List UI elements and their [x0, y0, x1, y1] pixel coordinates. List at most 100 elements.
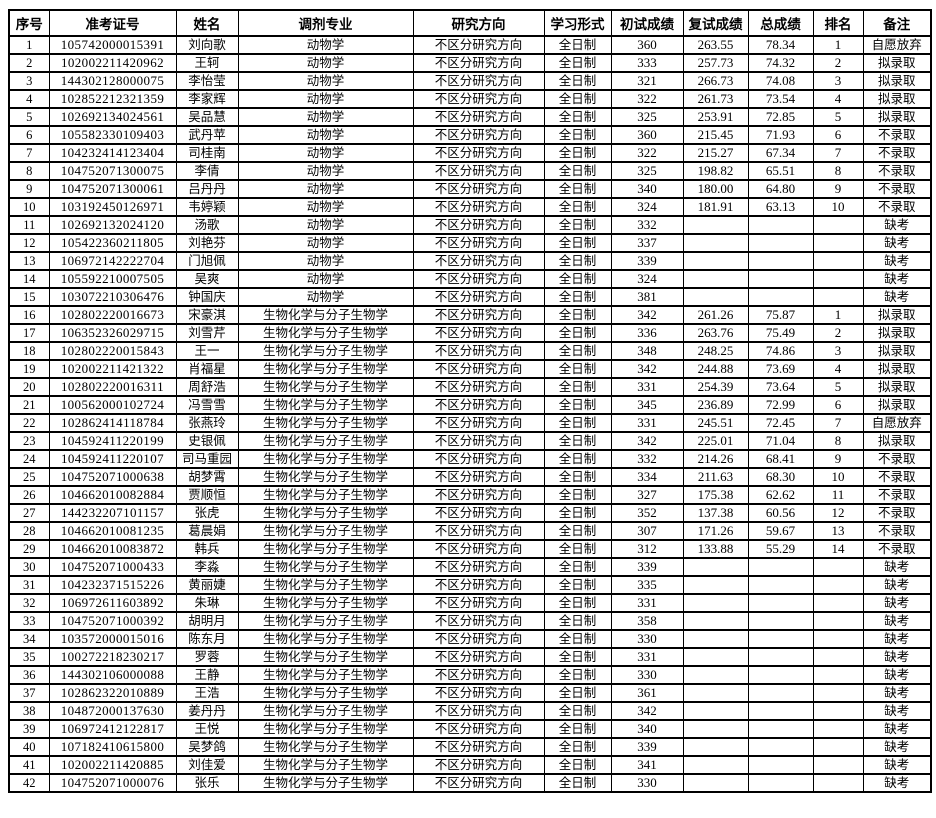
cell-initial-score: 334 — [610, 467, 684, 487]
cell-seq: 34 — [8, 629, 50, 649]
cell-seq: 5 — [8, 107, 50, 127]
cell-retest-score — [682, 575, 749, 595]
cell-rank — [812, 665, 864, 685]
cell-name: 李淼 — [175, 557, 239, 577]
cell-initial-score: 345 — [610, 395, 684, 415]
table-row: 34 103572000015016 陈东月 生物化学与分子生物学 不区分研究方向 全日制… — [8, 629, 932, 649]
cell-exam-id: 104592411220199 — [48, 431, 177, 451]
cell-research-direction: 不区分研究方向 — [412, 575, 545, 595]
cell-initial-score: 337 — [610, 233, 684, 253]
cell-research-direction: 不区分研究方向 — [412, 35, 545, 55]
cell-rank — [812, 251, 864, 271]
cell-initial-score: 360 — [610, 125, 684, 145]
cell-initial-score: 339 — [610, 737, 684, 757]
cell-rank — [812, 755, 864, 775]
cell-major: 生物化学与分子生物学 — [237, 485, 414, 505]
cell-research-direction: 不区分研究方向 — [412, 359, 545, 379]
cell-study-form: 全日制 — [543, 413, 612, 433]
cell-remark: 缺考 — [862, 629, 932, 649]
cell-rank: 4 — [812, 359, 864, 379]
cell-major: 动物学 — [237, 89, 414, 109]
cell-study-form: 全日制 — [543, 89, 612, 109]
table-row: 33 104752071000392 胡明月 生物化学与分子生物学 不区分研究方向 全日制… — [8, 611, 932, 631]
cell-rank: 12 — [812, 503, 864, 523]
cell-rank — [812, 287, 864, 307]
cell-total-score — [747, 575, 814, 595]
cell-exam-id: 105422360211805 — [48, 233, 177, 253]
cell-exam-id: 107182410615800 — [48, 737, 177, 757]
cell-exam-id: 102002211421322 — [48, 359, 177, 379]
cell-seq: 40 — [8, 737, 50, 757]
cell-exam-id: 104752071300061 — [48, 179, 177, 199]
cell-research-direction: 不区分研究方向 — [412, 143, 545, 163]
cell-study-form: 全日制 — [543, 161, 612, 181]
cell-exam-id: 103572000015016 — [48, 629, 177, 649]
table-row: 41 102002211420885 刘佳爱 生物化学与分子生物学 不区分研究方向 全日制… — [8, 755, 932, 775]
cell-rank: 1 — [812, 35, 864, 55]
cell-total-score: 65.51 — [747, 161, 814, 181]
column-header-name: 姓名 — [175, 9, 239, 37]
cell-exam-id: 104752071300075 — [48, 161, 177, 181]
cell-remark: 不录取 — [862, 197, 932, 217]
cell-initial-score: 352 — [610, 503, 684, 523]
cell-research-direction: 不区分研究方向 — [412, 413, 545, 433]
table-body: 1 105742000015391 刘向歌 动物学 不区分研究方向 全日制 360 263.5… — [8, 35, 932, 793]
cell-research-direction: 不区分研究方向 — [412, 251, 545, 271]
cell-major: 生物化学与分子生物学 — [237, 305, 414, 325]
cell-name: 刘佳爱 — [175, 755, 239, 775]
cell-major: 生物化学与分子生物学 — [237, 701, 414, 721]
cell-retest-score: 245.51 — [682, 413, 749, 433]
cell-seq: 33 — [8, 611, 50, 631]
cell-remark: 拟录取 — [862, 323, 932, 343]
cell-exam-id: 104662010081235 — [48, 521, 177, 541]
cell-research-direction: 不区分研究方向 — [412, 287, 545, 307]
cell-major: 生物化学与分子生物学 — [237, 323, 414, 343]
cell-exam-id: 102692134024561 — [48, 107, 177, 127]
cell-name: 王轲 — [175, 53, 239, 73]
cell-study-form: 全日制 — [543, 215, 612, 235]
cell-name: 吕丹丹 — [175, 179, 239, 199]
table-row: 6 105582330109403 武丹苹 动物学 不区分研究方向 全日制 360 215.4… — [8, 125, 932, 145]
cell-major: 生物化学与分子生物学 — [237, 539, 414, 559]
cell-research-direction: 不区分研究方向 — [412, 107, 545, 127]
cell-major: 生物化学与分子生物学 — [237, 413, 414, 433]
cell-research-direction: 不区分研究方向 — [412, 737, 545, 757]
cell-major: 动物学 — [237, 161, 414, 181]
table-row: 28 104662010081235 葛晨娟 生物化学与分子生物学 不区分研究方向 全日制… — [8, 521, 932, 541]
cell-seq: 20 — [8, 377, 50, 397]
cell-retest-score: 198.82 — [682, 161, 749, 181]
cell-total-score: 71.93 — [747, 125, 814, 145]
cell-rank: 11 — [812, 485, 864, 505]
table-row: 26 104662010082884 贾顺恒 生物化学与分子生物学 不区分研究方向 全日制… — [8, 485, 932, 505]
cell-rank — [812, 773, 864, 793]
table-row: 3 144302128000075 李怡莹 动物学 不区分研究方向 全日制 321 266.7… — [8, 71, 932, 91]
cell-research-direction: 不区分研究方向 — [412, 341, 545, 361]
cell-research-direction: 不区分研究方向 — [412, 179, 545, 199]
cell-total-score: 74.86 — [747, 341, 814, 361]
cell-exam-id: 105592210007505 — [48, 269, 177, 289]
cell-total-score — [747, 737, 814, 757]
cell-study-form: 全日制 — [543, 143, 612, 163]
cell-remark: 缺考 — [862, 737, 932, 757]
cell-total-score: 62.62 — [747, 485, 814, 505]
cell-initial-score: 324 — [610, 197, 684, 217]
cell-seq: 42 — [8, 773, 50, 793]
cell-research-direction: 不区分研究方向 — [412, 449, 545, 469]
cell-seq: 32 — [8, 593, 50, 613]
cell-study-form: 全日制 — [543, 125, 612, 145]
cell-study-form: 全日制 — [543, 305, 612, 325]
cell-total-score — [747, 611, 814, 631]
cell-exam-id: 104232371515226 — [48, 575, 177, 595]
cell-rank — [812, 593, 864, 613]
column-header-exam-id: 准考证号 — [48, 9, 177, 37]
cell-remark: 自愿放弃 — [862, 35, 932, 55]
table-row: 38 104872000137630 姜丹丹 生物化学与分子生物学 不区分研究方向 全日制… — [8, 701, 932, 721]
cell-retest-score — [682, 287, 749, 307]
cell-remark: 缺考 — [862, 665, 932, 685]
cell-total-score — [747, 269, 814, 289]
table-row: 29 104662010083872 韩兵 生物化学与分子生物学 不区分研究方向 全日制 3… — [8, 539, 932, 559]
cell-study-form: 全日制 — [543, 737, 612, 757]
cell-total-score: 75.87 — [747, 305, 814, 325]
cell-major: 生物化学与分子生物学 — [237, 755, 414, 775]
cell-name: 王静 — [175, 665, 239, 685]
